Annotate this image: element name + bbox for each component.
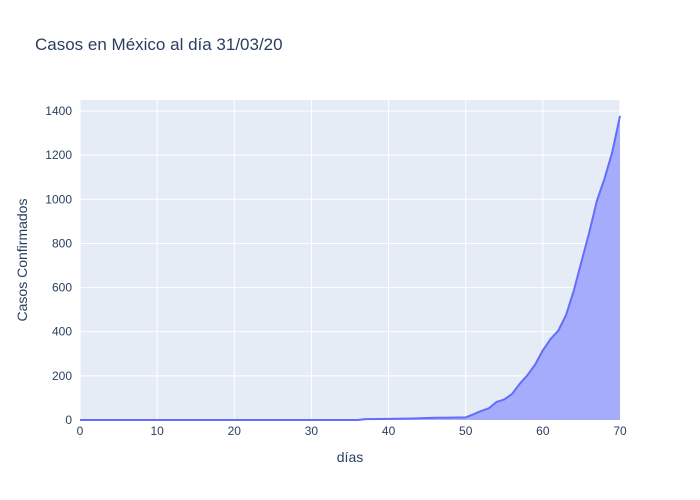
x-axis-ticks: 0 10 20 30 40 50 60 70 [77, 424, 627, 438]
y-tick-label: 1400 [45, 104, 72, 118]
y-axis-ticks: 0 200 400 600 800 1000 1200 1400 [45, 104, 72, 427]
x-tick-label: 20 [228, 424, 242, 438]
y-tick-label: 200 [52, 369, 72, 383]
x-tick-label: 30 [305, 424, 319, 438]
y-tick-label: 1200 [45, 148, 72, 162]
x-axis-title: días [337, 449, 363, 465]
x-tick-label: 40 [382, 424, 396, 438]
x-tick-label: 10 [150, 424, 164, 438]
series-area [80, 115, 620, 420]
x-tick-label: 60 [536, 424, 550, 438]
y-tick-label: 1000 [45, 192, 72, 206]
plot-area [80, 100, 620, 420]
chart-title: Casos en México al día 31/03/20 [35, 35, 283, 54]
series-line [80, 115, 621, 421]
y-tick-label: 800 [52, 236, 72, 250]
x-tick-label: 0 [77, 424, 84, 438]
y-tick-label: 0 [65, 413, 72, 427]
y-axis-title: Casos Confirmados [14, 199, 30, 322]
y-tick-label: 400 [52, 325, 72, 339]
x-tick-label: 70 [613, 424, 627, 438]
x-tick-label: 50 [459, 424, 473, 438]
y-tick-label: 600 [52, 281, 72, 295]
